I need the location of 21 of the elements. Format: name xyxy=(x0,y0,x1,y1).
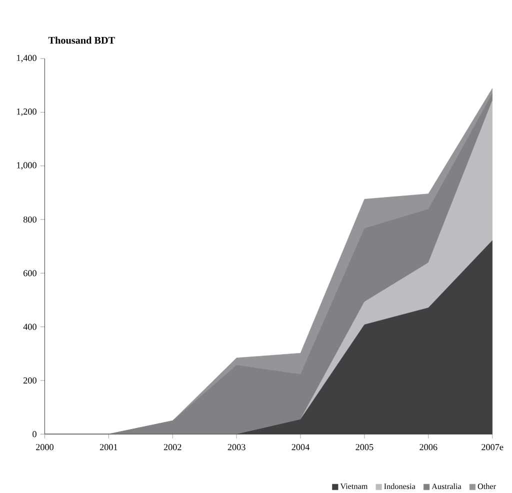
legend-label: Vietnam xyxy=(340,483,368,489)
y-tick-label: 800 xyxy=(23,216,36,222)
x-tick-label: 2004 xyxy=(292,444,310,450)
x-tick-label: 2001 xyxy=(100,444,118,450)
x-tick-label: 2000 xyxy=(36,444,54,450)
legend-label: Other xyxy=(478,483,496,490)
x-tick-label: 2003 xyxy=(228,444,246,450)
legend-label: Indonesia xyxy=(384,483,416,490)
y-tick-label: 1,400 xyxy=(17,54,36,62)
y-tick-label: 1,200 xyxy=(17,108,36,116)
y-tick-label: 0 xyxy=(32,430,36,438)
y-tick-label: 400 xyxy=(23,324,36,330)
y-tick-label: 200 xyxy=(24,377,36,384)
x-tick-label: 2006 xyxy=(420,444,438,450)
y-axis-title: Thousand BDT xyxy=(48,36,115,44)
x-tick-label: 2002 xyxy=(164,444,182,450)
x-tick-label: 2007e xyxy=(482,444,504,450)
x-tick-label: 2005 xyxy=(356,444,374,450)
y-tick-label: 1,000 xyxy=(17,162,36,170)
y-tick-label: 600 xyxy=(24,270,36,276)
legend-label: Australia xyxy=(432,483,462,490)
